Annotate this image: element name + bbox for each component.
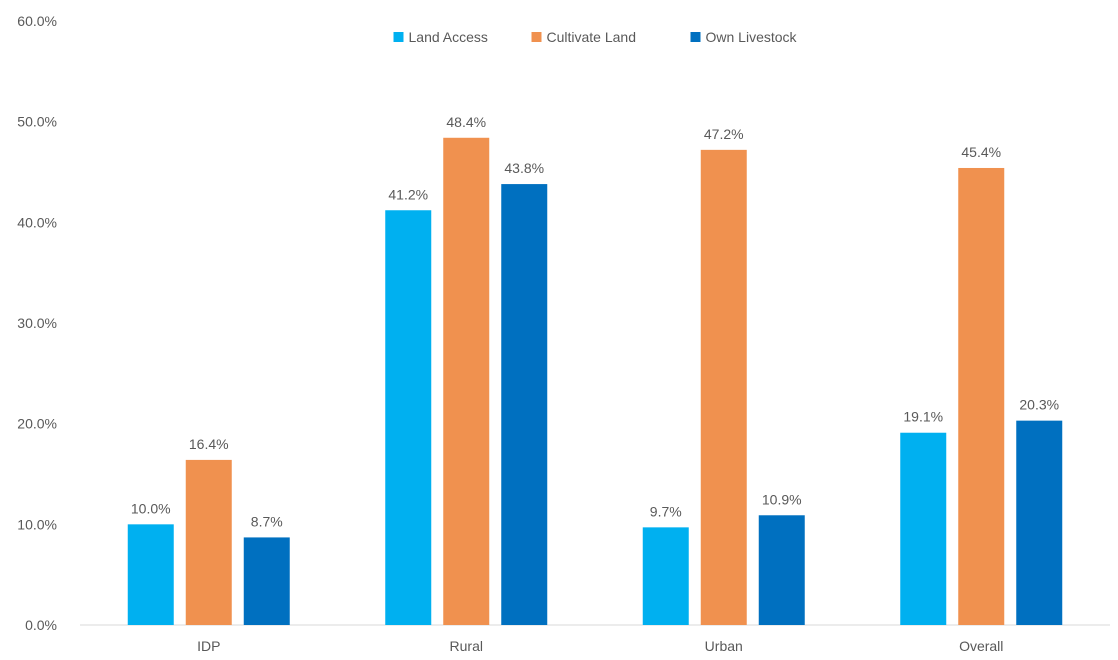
- legend-item-land-access: Land Access: [393, 29, 488, 45]
- y-tick-label-1: 10.0%: [17, 516, 57, 532]
- bar-idp-cultivate-land: [185, 459, 232, 625]
- bar-urban-own-livestock: [758, 515, 805, 625]
- legend-item-cultivate-land: Cultivate Land: [531, 29, 637, 45]
- bar-overall-own-livestock: [1016, 420, 1063, 625]
- legend-label-cultivate-land: Cultivate Land: [547, 29, 637, 45]
- legend-swatch-cultivate-land: [531, 32, 542, 42]
- data-label-urban-cultivate-land: 47.2%: [704, 126, 744, 142]
- data-label-urban-land-access: 9.7%: [650, 503, 682, 519]
- legend-swatch-land-access: [393, 32, 404, 42]
- legend-label-land-access: Land Access: [409, 29, 488, 45]
- data-label-idp-land-access: 10.0%: [131, 500, 171, 516]
- data-label-overall-own-livestock: 20.3%: [1019, 397, 1059, 413]
- legend-label-own-livestock: Own Livestock: [706, 29, 798, 45]
- x-tick-label-overall: Overall: [959, 638, 1003, 654]
- x-axis: IDP Rural Urban Overall: [80, 624, 1110, 654]
- bar-urban-cultivate-land: [700, 149, 747, 625]
- x-tick-label-urban: Urban: [705, 638, 743, 654]
- x-tick-label-rural: Rural: [450, 638, 483, 654]
- y-tick-label-2: 20.0%: [17, 416, 57, 432]
- y-tick-label-3: 30.0%: [17, 315, 57, 331]
- y-tick-label-4: 40.0%: [17, 214, 57, 230]
- bar-overall-cultivate-land: [958, 167, 1005, 625]
- data-label-overall-land-access: 19.1%: [903, 409, 943, 425]
- y-axis: 0.0% 10.0% 20.0% 30.0% 40.0% 50.0% 60.0%: [17, 13, 57, 633]
- bar-overall-land-access: [900, 432, 947, 625]
- bar-rural-land-access: [385, 210, 432, 625]
- legend-item-own-livestock: Own Livestock: [690, 29, 798, 45]
- bar-urban-land-access: [642, 527, 689, 625]
- bars: [127, 137, 1063, 626]
- y-tick-label-6: 60.0%: [17, 13, 57, 29]
- y-tick-label-5: 50.0%: [17, 114, 57, 130]
- legend: Land Access Cultivate Land Own Livestock: [393, 29, 798, 45]
- data-label-rural-land-access: 41.2%: [388, 186, 428, 202]
- bar-rural-own-livestock: [501, 184, 548, 625]
- data-label-overall-cultivate-land: 45.4%: [961, 144, 1001, 160]
- data-label-rural-cultivate-land: 48.4%: [446, 114, 486, 130]
- bar-idp-own-livestock: [243, 537, 290, 625]
- bar-idp-land-access: [127, 524, 174, 625]
- data-label-urban-own-livestock: 10.9%: [762, 491, 802, 507]
- data-label-rural-own-livestock: 43.8%: [504, 160, 544, 176]
- data-label-idp-own-livestock: 8.7%: [251, 513, 283, 529]
- data-label-idp-cultivate-land: 16.4%: [189, 436, 229, 452]
- data-labels: 10.0% 16.4% 8.7% 41.2% 48.4% 43.8% 9.7% 47.2% 10…: [131, 114, 1059, 530]
- bar-rural-cultivate-land: [443, 137, 490, 626]
- legend-swatch-own-livestock: [690, 32, 701, 42]
- y-tick-label-0: 0.0%: [25, 617, 57, 633]
- x-tick-label-idp: IDP: [197, 638, 220, 654]
